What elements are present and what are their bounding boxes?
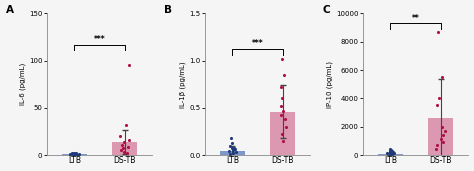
Text: ***: *** [252,39,264,48]
Point [386,153,394,156]
Point [73,153,80,156]
Point [390,152,398,154]
Point [122,123,129,126]
Point [388,149,395,152]
Point [67,152,74,155]
Point [435,97,443,100]
Bar [62,154,87,155]
Point [383,151,391,154]
Point [389,153,396,155]
Point [228,141,236,144]
Point [280,109,287,112]
Point [117,149,125,152]
Y-axis label: IL-6 (pg/mL): IL-6 (pg/mL) [19,63,26,105]
Y-axis label: IP-10 (pg/mL): IP-10 (pg/mL) [327,61,333,108]
Point [386,152,393,155]
Point [124,152,131,155]
Point [232,151,240,154]
Point [229,152,237,155]
Point [432,148,440,151]
Point [230,147,237,150]
Point [67,153,74,156]
Point [72,152,80,154]
Point [125,139,132,141]
Bar [378,154,403,155]
Point [228,137,235,139]
Point [125,145,132,148]
Point [228,146,236,149]
Point [437,138,445,141]
Point [226,144,233,147]
Point [120,150,128,153]
Point [386,148,393,150]
Point [279,140,286,142]
Point [279,97,286,100]
Point [441,130,449,132]
Point [439,141,447,144]
Point [435,30,442,33]
Point [277,105,284,107]
Text: A: A [6,5,14,15]
Point [71,153,79,155]
Text: C: C [322,5,330,15]
Point [280,74,288,76]
Text: ***: *** [94,35,105,44]
Point [277,114,285,117]
Text: **: ** [411,14,419,23]
Point [120,140,128,143]
Point [438,125,446,128]
Bar [220,151,245,155]
Point [438,76,446,78]
Point [278,86,285,88]
Bar [428,118,453,155]
Text: B: B [164,5,173,15]
Point [118,143,126,146]
Point [119,147,127,150]
Point [278,133,285,136]
Point [125,64,133,67]
Point [387,148,394,151]
Point [229,149,237,152]
Point [231,148,238,151]
Point [433,144,441,147]
Point [386,150,393,153]
Point [70,153,78,156]
Point [117,135,124,137]
Bar [112,142,137,155]
Point [389,151,396,154]
Point [282,118,289,121]
Point [278,57,285,60]
Point [282,125,290,128]
Point [71,153,78,155]
Point [73,153,81,156]
Point [225,150,233,153]
Point [226,153,234,155]
Point [386,150,393,153]
Bar [270,112,295,155]
Point [439,134,447,137]
Point [75,153,82,155]
Point [71,152,78,155]
Y-axis label: IL-1β (pg/mL): IL-1β (pg/mL) [180,61,186,108]
Point [433,104,440,107]
Point [68,152,76,155]
